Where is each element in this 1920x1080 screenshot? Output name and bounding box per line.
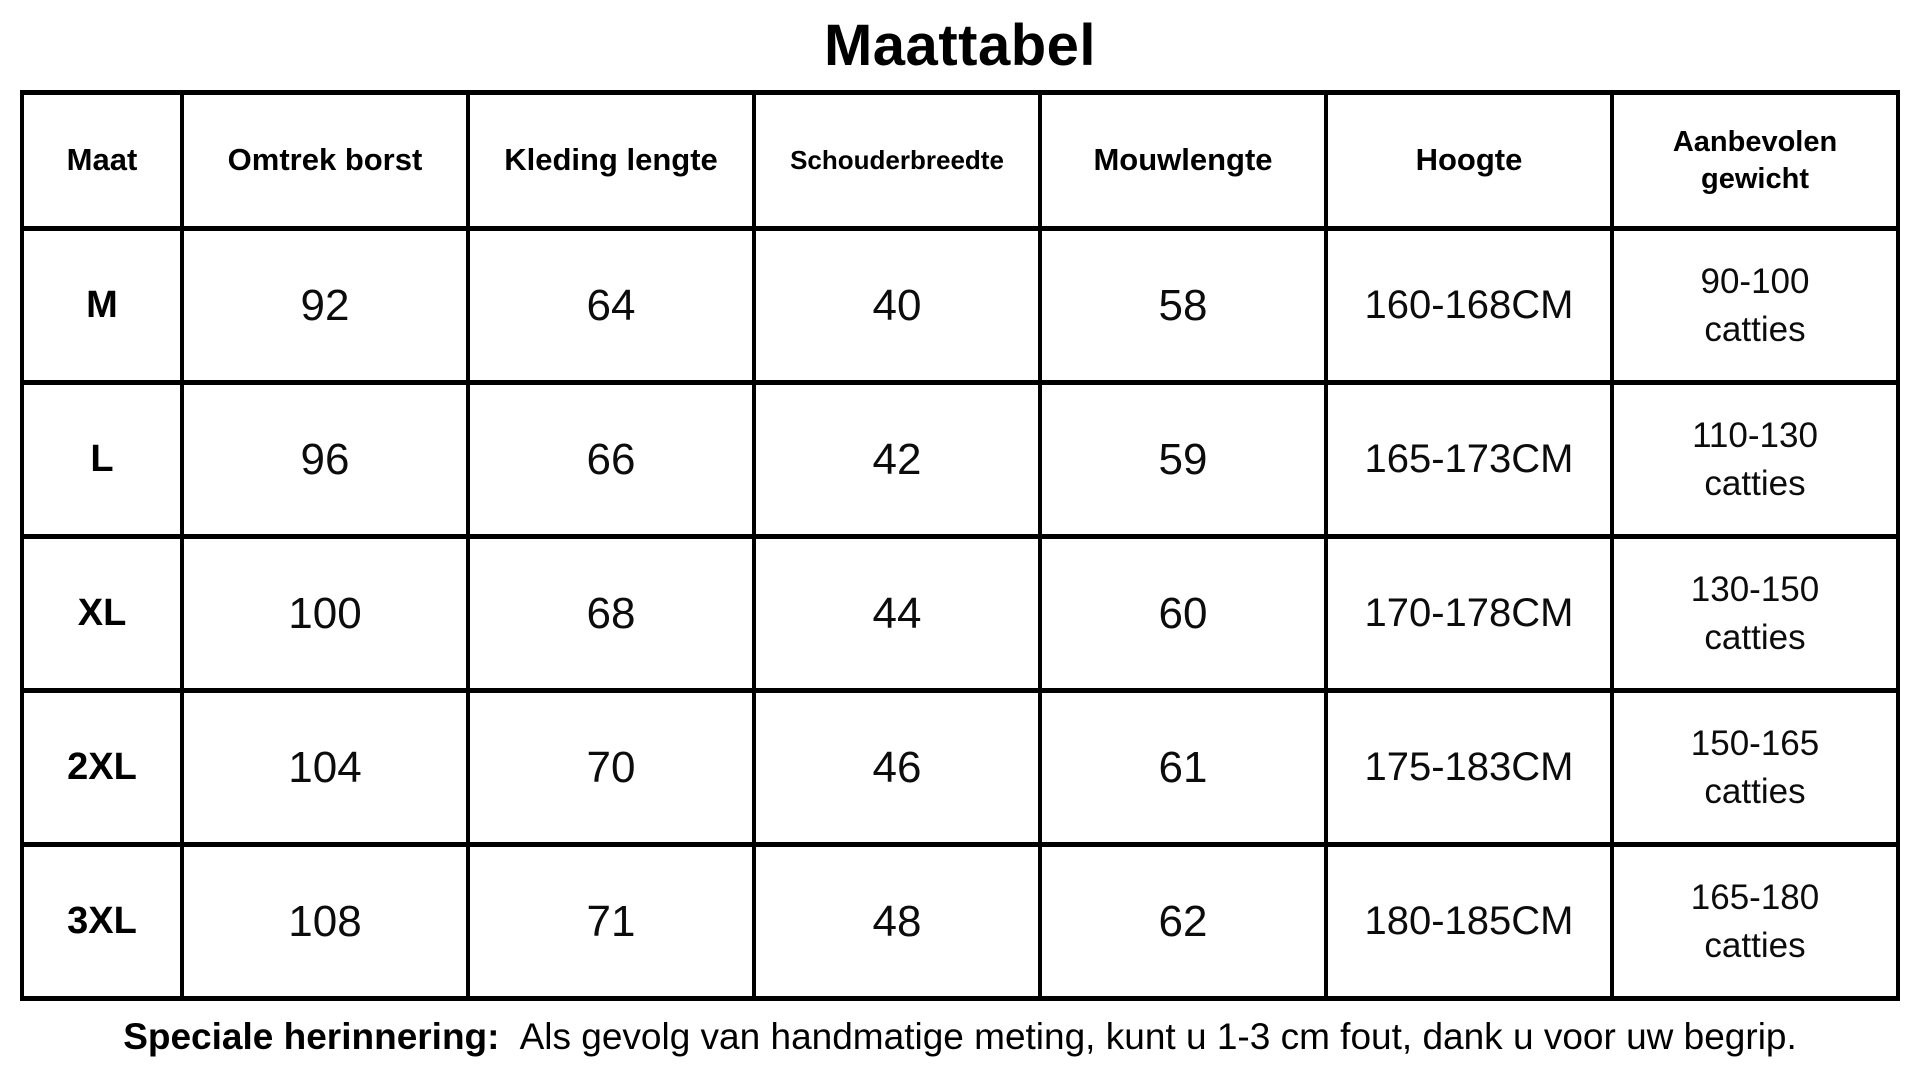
cell-size: 2XL [20,688,184,847]
cell-weight: 110-130 catties [1610,380,1900,539]
cell-height: 180-185CM [1324,842,1614,1001]
special-note: Speciale herinnering: Als gevolg van han… [0,1015,1920,1059]
cell-sleeve-length: 62 [1038,842,1328,1001]
page-title: Maattabel [823,12,1096,78]
cell-chest: 104 [180,688,470,847]
cell-chest: 92 [180,226,470,385]
cell-weight: 130-150 catties [1610,534,1900,693]
size-table: Maat Omtrek borst Kleding lengte Schoude… [20,90,1900,1001]
cell-sleeve-length: 58 [1038,226,1328,385]
cell-shoulder-width: 46 [752,688,1042,847]
cell-height: 160-168CM [1324,226,1614,385]
column-header-omtrek-borst: Omtrek borst [180,90,470,231]
cell-sleeve-length: 59 [1038,380,1328,539]
column-header-mouwlengte: Mouwlengte [1038,90,1328,231]
cell-height: 170-178CM [1324,534,1614,693]
cell-height: 175-183CM [1324,688,1614,847]
cell-size: L [20,380,184,539]
table-row-2xl: 2XL 104 70 46 61 175-183CM 150-165 catti… [20,688,1900,847]
cell-sleeve-length: 60 [1038,534,1328,693]
cell-shoulder-width: 40 [752,226,1042,385]
table-row-m: M 92 64 40 58 160-168CM 90-100 catties [20,226,1900,385]
column-header-maat: Maat [20,90,184,231]
cell-weight: 90-100 catties [1610,226,1900,385]
cell-garment-length: 68 [466,534,756,693]
header-row: Maat Omtrek borst Kleding lengte Schoude… [20,90,1900,231]
cell-garment-length: 66 [466,380,756,539]
cell-garment-length: 64 [466,226,756,385]
column-header-hoogte: Hoogte [1324,90,1614,231]
table-row-3xl: 3XL 108 71 48 62 180-185CM 165-180 catti… [20,842,1900,1001]
cell-chest: 100 [180,534,470,693]
table-row-xl: XL 100 68 44 60 170-178CM 130-150 cattie… [20,534,1900,693]
table-row-l: L 96 66 42 59 165-173CM 110-130 catties [20,380,1900,539]
cell-size: XL [20,534,184,693]
cell-weight: 165-180 catties [1610,842,1900,1001]
special-note-text: Als gevolg van handmatige meting, kunt u… [519,1016,1797,1057]
cell-chest: 108 [180,842,470,1001]
cell-height: 165-173CM [1324,380,1614,539]
special-note-label: Speciale herinnering: [123,1016,500,1057]
column-header-aanbevolen-gewicht: Aanbevolen gewicht [1610,90,1900,231]
column-header-kleding-lengte: Kleding lengte [466,90,756,231]
cell-weight: 150-165 catties [1610,688,1900,847]
cell-shoulder-width: 48 [752,842,1042,1001]
cell-size: M [20,226,184,385]
cell-chest: 96 [180,380,470,539]
cell-sleeve-length: 61 [1038,688,1328,847]
cell-shoulder-width: 44 [752,534,1042,693]
cell-garment-length: 70 [466,688,756,847]
cell-shoulder-width: 42 [752,380,1042,539]
cell-garment-length: 71 [466,842,756,1001]
cell-size: 3XL [20,842,184,1001]
column-header-schouderbreedte: Schouderbreedte [752,90,1042,231]
